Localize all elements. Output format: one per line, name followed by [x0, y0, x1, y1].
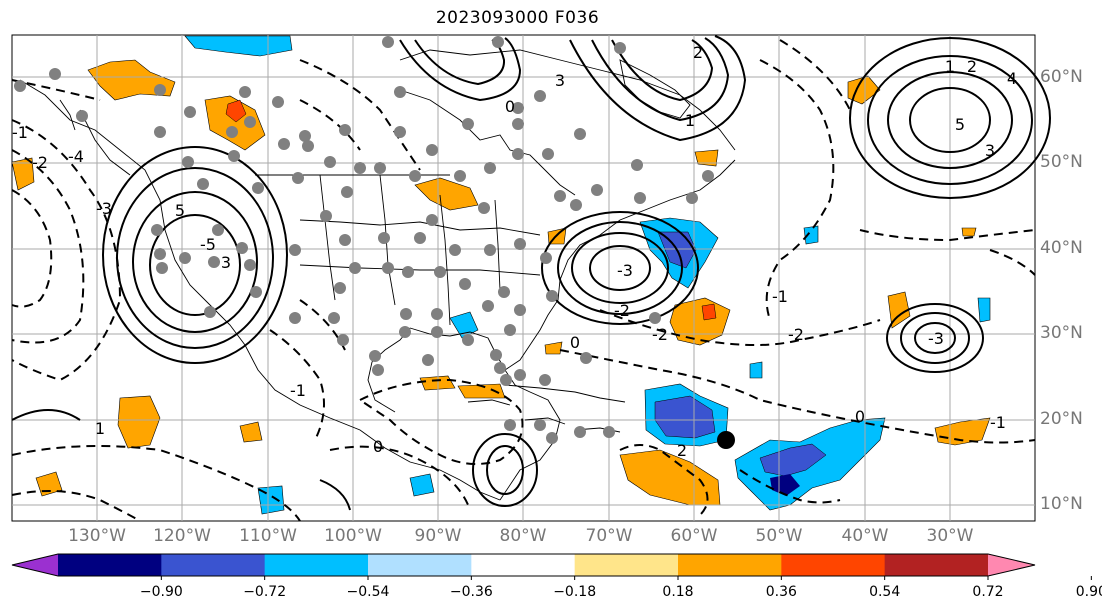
positive-contours: [11, 35, 1051, 511]
colorbar-tick-label: −0.72: [243, 584, 287, 600]
colorbar-segment: [368, 554, 472, 576]
lon-label-40w: 40°W: [841, 526, 889, 546]
colorbar-tick-label: 0.90: [1075, 584, 1102, 600]
lat-label-30n: 30°N: [1040, 323, 1083, 343]
lon-label-70w: 70°W: [585, 526, 633, 546]
lat-label-50n: 50°N: [1040, 152, 1083, 172]
lon-label-130w: 130°W: [68, 526, 126, 546]
lat-label-20n: 20°N: [1040, 409, 1083, 429]
colorbar-tick-label: −0.54: [346, 584, 390, 600]
positive-shading: [11, 59, 991, 506]
observation-markers: [14, 36, 714, 444]
strong-positive-shading: [225, 99, 717, 321]
lon-label-80w: 80°W: [499, 526, 547, 546]
colorbar-tick-label: 0.18: [662, 584, 694, 600]
colorbar-tick-label: −0.18: [553, 584, 597, 600]
lon-label-30w: 30°W: [926, 526, 974, 546]
strong-negative-shading: [654, 231, 827, 477]
lat-label-10n: 10°N: [1040, 494, 1083, 514]
gridlines: [12, 35, 1035, 521]
lon-label-90w: 90°W: [414, 526, 462, 546]
colorbar-segment: [161, 554, 266, 576]
colorbar-segments: [11, 553, 1092, 580]
lon-label-60w: 60°W: [670, 526, 718, 546]
colorbar-segment: [678, 554, 782, 576]
colorbar-outline: [11, 553, 1036, 577]
colorbar-segment: [884, 554, 989, 576]
colorbar-extend-right: [988, 554, 1035, 576]
lon-label-50w: 50°W: [755, 526, 803, 546]
chart-title: 2023093000 F036: [435, 8, 600, 28]
lat-label-60n: 60°N: [1040, 67, 1083, 87]
colorbar-tick-label: −0.36: [449, 584, 493, 600]
coastlines: [19, 49, 736, 501]
lat-label-40n: 40°N: [1040, 238, 1083, 258]
colorbar-segment: [574, 554, 679, 576]
colorbar-segment: [58, 554, 162, 576]
colorbar: [11, 553, 1092, 580]
lon-label-110w: 110°W: [239, 526, 297, 546]
negative-contours: [11, 39, 1036, 522]
colorbar-segment: [471, 554, 576, 576]
colorbar-extend-left: [12, 554, 58, 576]
colorbar-segment: [264, 554, 369, 576]
storm-center-marker: [717, 431, 735, 449]
lon-label-100w: 100°W: [324, 526, 382, 546]
colorbar-tick-label: 0.72: [972, 584, 1004, 600]
colorbar-segment: [781, 554, 886, 576]
lon-label-120w: 120°W: [153, 526, 211, 546]
colorbar-tick-label: 0.36: [765, 584, 797, 600]
colorbar-tick-label: 0.54: [869, 584, 901, 600]
strongest-negative-shading: [770, 474, 800, 496]
colorbar-tick-label: −0.90: [139, 584, 183, 600]
